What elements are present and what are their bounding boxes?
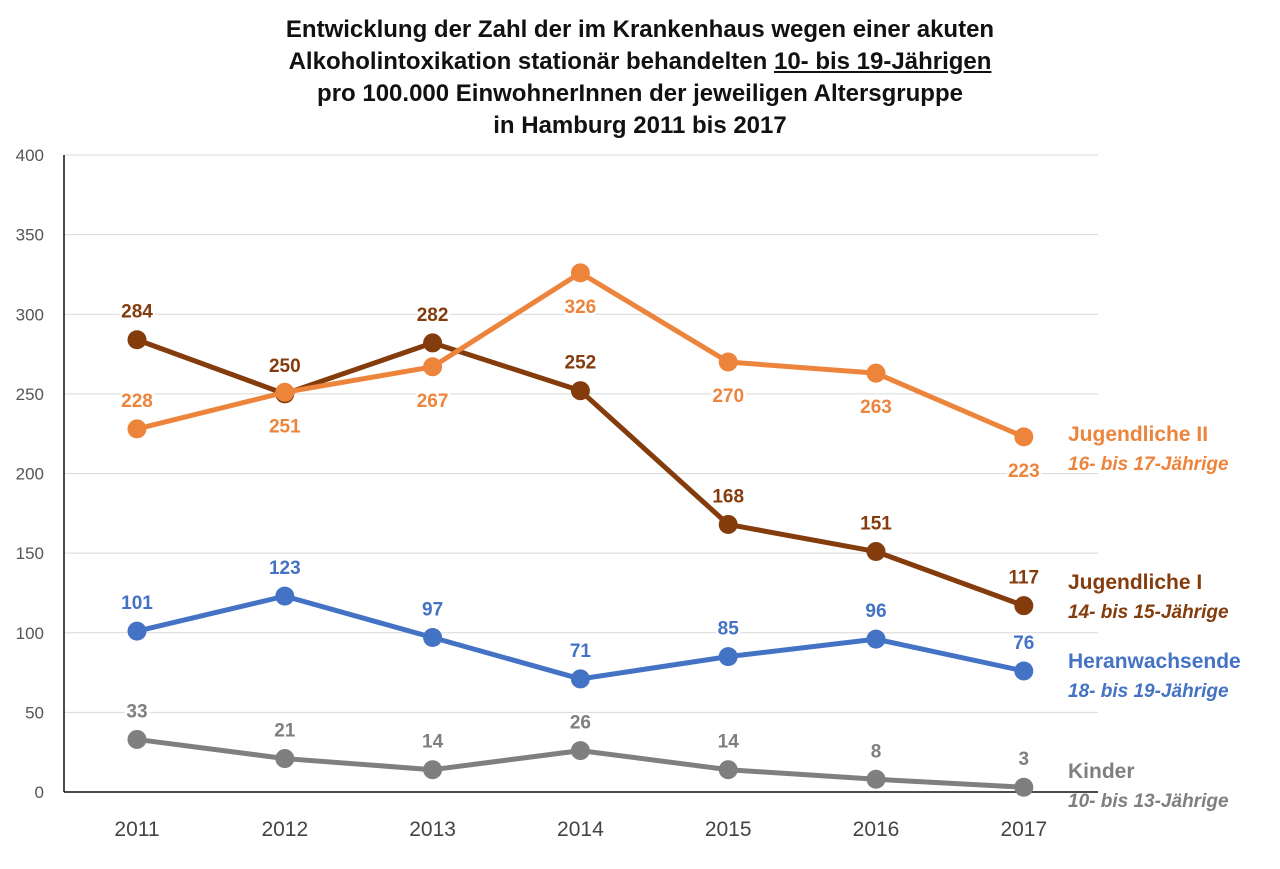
data-label: 270 bbox=[712, 386, 744, 407]
data-point bbox=[718, 352, 738, 372]
y-tick-label: 50 bbox=[25, 703, 44, 722]
data-point bbox=[127, 621, 147, 641]
data-label: 223 bbox=[1008, 461, 1040, 482]
data-point bbox=[127, 419, 147, 439]
gridlines bbox=[64, 154, 1098, 713]
data-point bbox=[718, 514, 738, 534]
y-tick-label: 150 bbox=[16, 544, 44, 563]
legend-series-subtitle: 14- bis 15-Jährige bbox=[1068, 602, 1229, 623]
x-tick-label: 2011 bbox=[114, 818, 159, 841]
data-point bbox=[570, 741, 590, 761]
data-point bbox=[1014, 661, 1034, 681]
data-point bbox=[423, 333, 443, 353]
y-tick-label: 300 bbox=[16, 305, 44, 324]
chart-title-text: Alkoholintoxikation stationär behandelte… bbox=[288, 48, 774, 75]
data-label: 228 bbox=[121, 391, 153, 412]
legend-series-name: Jugendliche II bbox=[1068, 423, 1208, 446]
data-point bbox=[127, 330, 147, 350]
chart-title-line: in Hamburg 2011 bis 2017 bbox=[0, 110, 1280, 142]
data-point bbox=[423, 760, 443, 780]
legend-series-name: Jugendliche I bbox=[1068, 571, 1202, 594]
legend-series-name: Heranwachsende bbox=[1068, 650, 1241, 673]
x-tick-label: 2014 bbox=[557, 818, 604, 841]
series-lines bbox=[127, 263, 1034, 797]
data-label: 263 bbox=[860, 397, 892, 418]
data-label: 21 bbox=[274, 721, 296, 742]
data-point bbox=[570, 381, 590, 401]
chart-title-line: pro 100.000 EinwohnerInnen der jeweilige… bbox=[0, 78, 1280, 110]
y-tick-label: 250 bbox=[16, 385, 44, 404]
data-label: 326 bbox=[565, 297, 597, 318]
legend: Jugendliche II 16- bis 17-Jährige Jugendli… bbox=[1068, 423, 1241, 812]
data-label: 85 bbox=[718, 619, 740, 640]
series-kinder bbox=[127, 729, 1034, 797]
data-label: 168 bbox=[712, 486, 744, 507]
chart-title-text: Entwicklung der Zahl der im Krankenhaus … bbox=[285, 16, 995, 43]
data-label: 267 bbox=[417, 391, 449, 412]
legend-series-subtitle: 16- bis 17-Jährige bbox=[1068, 454, 1229, 475]
data-label: 101 bbox=[121, 593, 153, 614]
data-label: 33 bbox=[126, 701, 147, 722]
x-tick-label: 2017 bbox=[1000, 818, 1047, 841]
y-tick-label: 0 bbox=[35, 783, 44, 802]
x-tick-label: 2013 bbox=[409, 818, 456, 841]
data-label: 123 bbox=[269, 558, 301, 579]
data-point bbox=[275, 382, 295, 402]
y-tick-label: 400 bbox=[16, 146, 44, 165]
y-tick-label: 200 bbox=[16, 465, 44, 484]
data-label: 71 bbox=[570, 641, 592, 662]
axes: 0 50 100 150 200 250 300 350 400 2011 2012 2013 2014… bbox=[16, 146, 1098, 841]
data-point bbox=[275, 586, 295, 606]
data-point bbox=[127, 729, 147, 749]
data-label: 26 bbox=[570, 713, 591, 734]
y-tick-label: 100 bbox=[16, 624, 44, 643]
data-labels: 2282512673262702632232842502822521681511… bbox=[119, 294, 1043, 772]
data-label: 250 bbox=[269, 356, 301, 377]
data-point bbox=[570, 669, 590, 689]
data-label: 284 bbox=[121, 302, 153, 323]
data-label: 251 bbox=[269, 416, 301, 437]
x-tick-label: 2012 bbox=[261, 818, 308, 841]
data-label: 3 bbox=[1019, 749, 1030, 770]
data-point bbox=[718, 647, 738, 667]
chart-title-text: 10- bis 19-Jährigen bbox=[773, 48, 992, 75]
data-label: 14 bbox=[422, 732, 444, 753]
data-label: 97 bbox=[422, 600, 443, 621]
series-heranwachsende bbox=[127, 586, 1034, 689]
x-tick-label: 2016 bbox=[853, 818, 900, 841]
data-point bbox=[423, 628, 443, 648]
legend-series-subtitle: 18- bis 19-Jährige bbox=[1068, 681, 1229, 702]
legend-series-subtitle: 10- bis 13-Jährige bbox=[1068, 791, 1229, 812]
data-point bbox=[1014, 777, 1034, 797]
data-label: 252 bbox=[565, 353, 597, 374]
data-point bbox=[866, 629, 886, 649]
data-label: 96 bbox=[865, 601, 886, 622]
data-label: 117 bbox=[1008, 568, 1039, 589]
data-point bbox=[423, 357, 443, 377]
data-label: 8 bbox=[871, 741, 882, 762]
data-point bbox=[1014, 596, 1034, 616]
chart-title-text: in Hamburg 2011 bis 2017 bbox=[493, 112, 787, 139]
y-tick-label: 350 bbox=[16, 226, 44, 245]
series-jugendliche-ii bbox=[127, 263, 1034, 447]
data-point bbox=[866, 363, 886, 383]
data-point bbox=[275, 749, 295, 769]
data-point bbox=[718, 760, 738, 780]
chart-title-text: pro 100.000 EinwohnerInnen der jeweilige… bbox=[317, 80, 963, 107]
data-label: 151 bbox=[860, 514, 892, 535]
data-point bbox=[866, 769, 886, 789]
x-tick-label: 2015 bbox=[705, 818, 752, 841]
chart-title: Entwicklung der Zahl der im Krankenhaus … bbox=[0, 14, 1280, 142]
chart-title-line: Alkoholintoxikation stationär behandelte… bbox=[0, 46, 1280, 78]
data-point bbox=[1014, 427, 1034, 447]
data-label: 14 bbox=[718, 732, 740, 753]
data-label: 76 bbox=[1013, 633, 1034, 654]
series-line bbox=[134, 593, 1027, 682]
data-label: 282 bbox=[417, 305, 449, 326]
legend-series-name: Kinder bbox=[1068, 760, 1135, 783]
data-point bbox=[866, 542, 886, 562]
data-point bbox=[570, 263, 590, 283]
chart-title-line: Entwicklung der Zahl der im Krankenhaus … bbox=[0, 14, 1280, 46]
